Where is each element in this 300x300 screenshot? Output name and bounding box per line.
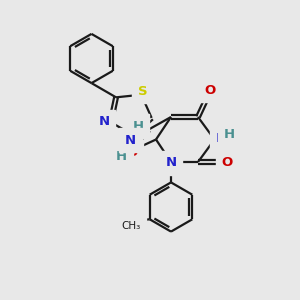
Text: O: O [204, 83, 216, 97]
Text: S: S [138, 85, 147, 98]
Text: O: O [221, 155, 233, 169]
Text: N: N [126, 135, 137, 148]
Text: H: H [223, 128, 235, 142]
Text: H: H [116, 149, 127, 163]
Text: N: N [125, 134, 136, 147]
Text: N: N [215, 131, 227, 145]
Text: N: N [165, 156, 177, 169]
Text: CH₃: CH₃ [121, 221, 140, 231]
Text: N: N [99, 115, 110, 128]
Text: O: O [126, 146, 138, 159]
Text: H: H [132, 119, 144, 133]
